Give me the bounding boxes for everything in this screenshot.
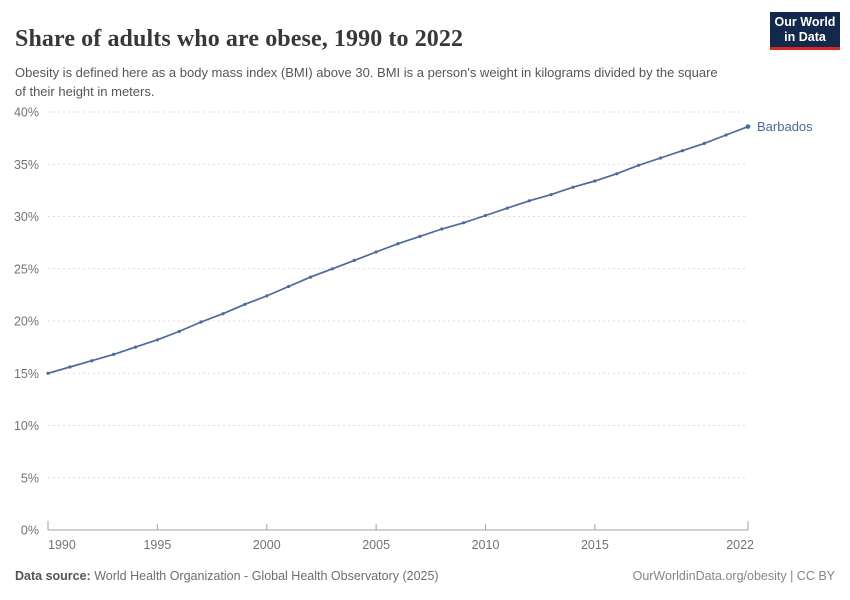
data-point[interactable] [615, 172, 619, 176]
data-point[interactable] [483, 213, 488, 218]
data-point[interactable] [177, 329, 181, 333]
y-axis-tick-label: 25% [14, 262, 39, 276]
x-axis-tick-label: 2015 [581, 538, 609, 552]
y-axis-tick-label: 15% [14, 367, 39, 381]
data-point[interactable] [243, 302, 247, 306]
data-point[interactable] [658, 156, 663, 160]
y-axis-tick-label: 10% [14, 419, 39, 433]
data-source-note: Data source: World Health Organization -… [15, 569, 439, 583]
data-source-label: Data source: [15, 569, 91, 583]
y-axis-tick-label: 40% [14, 106, 39, 120]
y-axis-tick-label: 30% [14, 210, 39, 224]
data-point[interactable] [90, 359, 94, 363]
data-point[interactable] [593, 179, 597, 183]
owid-logo-line1: Our World [774, 14, 836, 29]
data-point[interactable] [418, 234, 422, 238]
data-point[interactable] [133, 345, 138, 349]
owid-logo[interactable]: Our World in Data [770, 12, 840, 47]
data-point[interactable] [221, 312, 225, 316]
x-axis-tick-label: 2000 [253, 538, 281, 552]
x-axis-tick-label: 1990 [48, 538, 76, 552]
y-axis-tick-label: 5% [21, 471, 39, 485]
data-point[interactable] [702, 141, 706, 145]
x-axis-tick-label: 2010 [472, 538, 500, 552]
data-point[interactable] [462, 221, 466, 225]
owid-logo-line2: in Data [784, 29, 826, 44]
license-credit[interactable]: OurWorldinData.org/obesity | CC BY [632, 569, 835, 583]
x-axis-tick-label: 1995 [143, 538, 171, 552]
y-axis-tick-label: 20% [14, 315, 39, 329]
page-title: Share of adults who are obese, 1990 to 2… [15, 26, 464, 53]
data-point[interactable] [308, 275, 313, 279]
entity-label[interactable]: Barbados [757, 119, 813, 134]
data-point[interactable] [440, 227, 444, 231]
data-point[interactable] [505, 206, 509, 210]
y-axis-tick-label: 0% [21, 524, 39, 538]
data-point[interactable] [155, 338, 159, 342]
y-axis-tick-label: 35% [14, 158, 39, 172]
data-point[interactable] [637, 163, 641, 167]
data-point[interactable] [724, 133, 728, 137]
data-point[interactable] [112, 352, 116, 356]
owid-logo-red-bar [770, 47, 840, 50]
series-line[interactable] [47, 125, 749, 375]
data-point[interactable] [745, 124, 751, 129]
x-axis-tick-label: 2005 [362, 538, 390, 552]
data-point[interactable] [287, 284, 291, 289]
data-point[interactable] [571, 185, 575, 189]
data-source-value: World Health Organization - Global Healt… [94, 569, 439, 583]
data-point[interactable] [396, 242, 400, 246]
data-point[interactable] [549, 193, 553, 197]
data-point[interactable] [68, 365, 72, 369]
chart-subtitle: Obesity is defined here as a body mass i… [15, 65, 718, 99]
data-point[interactable] [352, 258, 356, 262]
data-point[interactable] [46, 371, 50, 375]
data-point[interactable] [527, 199, 531, 203]
data-point[interactable] [330, 267, 334, 271]
data-point[interactable] [199, 320, 203, 324]
chart-footer: Data source: World Health Organization -… [15, 569, 835, 583]
data-point[interactable] [680, 149, 685, 153]
data-point[interactable] [374, 250, 378, 254]
data-point[interactable] [265, 294, 269, 298]
x-axis-tick-label: 2022 [726, 538, 754, 552]
